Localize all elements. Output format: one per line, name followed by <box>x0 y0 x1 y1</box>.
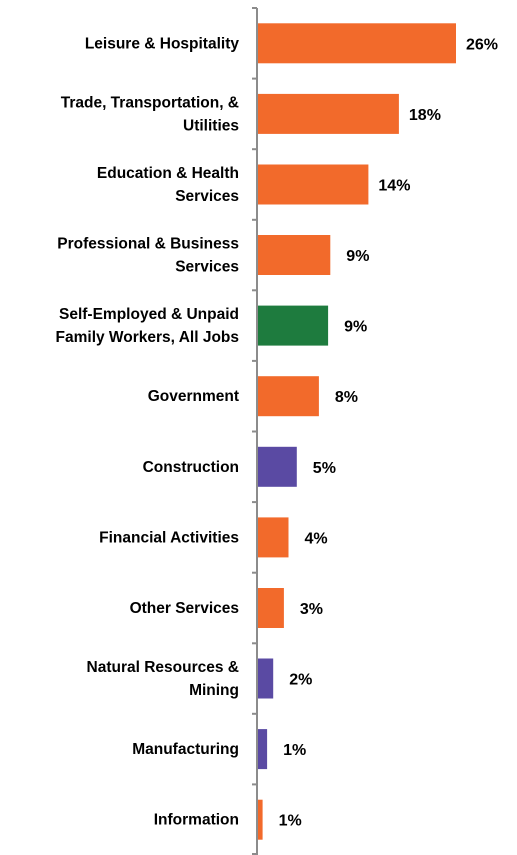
category-label-11: Information <box>154 812 239 829</box>
category-label-line: Financial Activities <box>99 529 239 546</box>
bar-9 <box>258 658 274 699</box>
bar-4 <box>258 305 329 346</box>
value-label-5: 8% <box>335 389 358 406</box>
category-label-3: Professional & Business Services <box>57 236 239 276</box>
bar-11 <box>258 799 263 840</box>
category-label-2: Education & Health Services <box>97 165 239 205</box>
category-label-line: Family Workers, All Jobs <box>56 329 239 346</box>
category-label-line: Government <box>148 388 239 405</box>
value-label-3: 9% <box>346 248 369 265</box>
category-label-line: Mining <box>189 682 239 699</box>
category-label-line: Professional & Business <box>57 236 239 253</box>
bar-1 <box>258 93 399 134</box>
category-label-10: Manufacturing <box>132 741 239 758</box>
category-label-7: Financial Activities <box>99 529 239 546</box>
category-label-0: Leisure & Hospitality <box>85 35 240 52</box>
category-label-line: Manufacturing <box>132 741 239 758</box>
value-label-10: 1% <box>283 742 306 759</box>
value-label-1: 18% <box>409 107 441 124</box>
category-label-line: Leisure & Hospitality <box>85 35 240 52</box>
bar-2 <box>258 164 369 205</box>
category-label-8: Other Services <box>130 600 239 617</box>
category-label-4: Self-Employed & Unpaid Family Workers, Al… <box>56 306 239 346</box>
category-label-line: Utilities <box>183 117 239 134</box>
value-label-11: 1% <box>279 813 302 830</box>
value-label-4: 9% <box>344 319 367 336</box>
category-label-1: Trade, Transportation, & Utilities <box>61 94 239 134</box>
category-labels: Leisure & Hospitality Trade, Transportati… <box>56 35 240 828</box>
category-label-5: Government <box>148 388 239 405</box>
bar-10 <box>258 729 268 770</box>
bar-7 <box>258 517 289 558</box>
bar-5 <box>258 376 319 417</box>
category-label-line: Services <box>175 259 239 276</box>
value-label-0: 26% <box>466 36 498 53</box>
bar-0 <box>258 23 456 64</box>
category-label-line: Information <box>154 812 239 829</box>
y-axis <box>252 7 258 855</box>
category-label-line: Other Services <box>130 600 239 617</box>
category-label-line: Self-Employed & Unpaid <box>59 306 239 323</box>
bar-8 <box>258 588 284 628</box>
category-label-line: Services <box>175 188 239 205</box>
value-label-6: 5% <box>313 460 336 477</box>
value-label-2: 14% <box>378 178 410 195</box>
value-label-8: 3% <box>300 601 323 618</box>
bar-3 <box>258 235 331 275</box>
value-labels: 26% 18% 14% 9% 9% 8% 5% 4% 3% 2% 1% 1% <box>279 36 498 829</box>
category-label-6: Construction <box>143 459 239 476</box>
value-label-7: 4% <box>305 530 328 547</box>
category-label-line: Education & Health <box>97 165 239 182</box>
value-label-9: 2% <box>289 672 312 689</box>
category-label-line: Natural Resources & <box>87 659 239 676</box>
category-label-line: Construction <box>143 459 239 476</box>
category-label-9: Natural Resources & Mining <box>87 659 239 699</box>
bar-6 <box>258 446 297 487</box>
bars-group <box>258 23 456 840</box>
category-label-line: Trade, Transportation, & <box>61 94 239 111</box>
